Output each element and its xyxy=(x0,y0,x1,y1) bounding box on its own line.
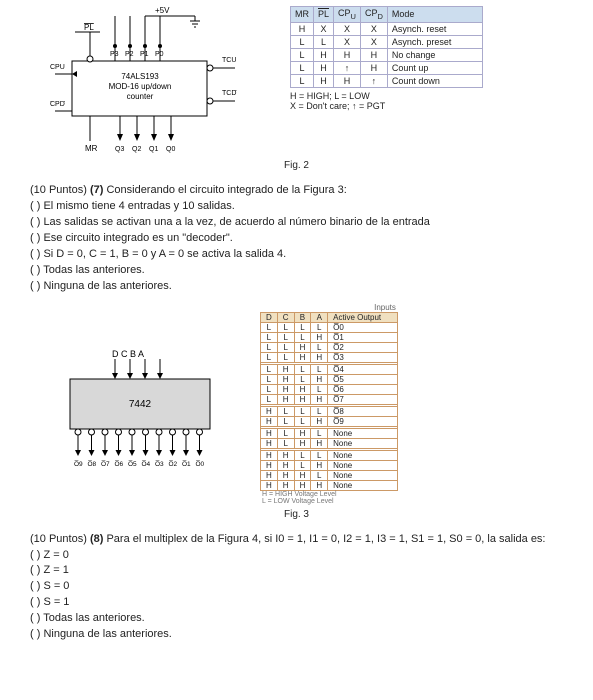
q8-opt-3: ( ) S = 1 xyxy=(30,595,563,611)
q8-opt-0: ( ) Z = 0 xyxy=(30,548,563,564)
svg-text:O̅6: O̅6 xyxy=(115,460,124,468)
fig3-truth-table-wrap: Inputs D C B A Active Output LLLLO̅0LLLH… xyxy=(260,303,510,505)
fig2-label: Fig. 2 xyxy=(30,160,563,171)
q8-num: (8) xyxy=(90,533,103,545)
q7-opt-0: ( ) El mismo tiene 4 entradas y 10 salid… xyxy=(30,199,563,215)
fig3-area: 7442 D C B A O̅9 O̅8 O̅7 O̅6 O̅5 O̅4 O̅3 O̅2 O̅1… xyxy=(30,303,563,505)
svg-text:O̅3: O̅3 xyxy=(155,460,164,468)
svg-text:O̅0: O̅0 xyxy=(196,460,205,468)
chip-text2: MOD-16 up/down xyxy=(109,82,172,91)
vcc-label: +5V xyxy=(155,6,170,15)
svg-text:CPD: CPD xyxy=(50,101,65,108)
chip-text1: 74ALS193 xyxy=(121,72,159,81)
svg-text:D C B A: D C B A xyxy=(112,349,144,359)
th-mr: MR xyxy=(291,7,314,23)
svg-text:MR: MR xyxy=(85,144,98,153)
svg-text:O̅4: O̅4 xyxy=(142,460,151,468)
svg-text:7442: 7442 xyxy=(129,399,152,410)
q7-opt-1: ( ) Las salidas se activan una a la vez,… xyxy=(30,215,563,231)
svg-text:CPU: CPU xyxy=(50,64,65,71)
fig3-inputs-header: Inputs xyxy=(260,303,510,312)
svg-text:P0: P0 xyxy=(155,51,164,58)
question-8: (10 Puntos) (8) Para el multiplex de la … xyxy=(30,532,563,644)
q7-opt-3: ( ) Si D = 0, C = 1, B = 0 y A = 0 se ac… xyxy=(30,247,563,263)
fig3-truth-table: D C B A Active Output LLLLO̅0LLLHO̅1LLHL… xyxy=(260,312,398,491)
fig2-mode-table: MR PL CPU CPD Mode HXXXAsynch. resetLLXX… xyxy=(290,6,483,88)
th-mode: Mode xyxy=(387,7,482,23)
q8-opt-1: ( ) Z = 1 xyxy=(30,563,563,579)
svg-text:O̅9: O̅9 xyxy=(74,460,83,468)
q8-points: (10 Puntos) xyxy=(30,533,87,545)
question-7: (10 Puntos) (7) Considerando el circuito… xyxy=(30,183,563,295)
th-cpu: CPU xyxy=(334,7,361,23)
svg-text:P1: P1 xyxy=(140,51,149,58)
q7-points: (10 Puntos) xyxy=(30,184,87,196)
fig2-area: 74ALS193 MOD-16 up/down counter +5V PL xyxy=(30,6,563,156)
svg-text:P2: P2 xyxy=(125,51,134,58)
q7-opt-4: ( ) Todas las anteriores. xyxy=(30,263,563,279)
fig2-circuit: 74ALS193 MOD-16 up/down counter +5V PL xyxy=(30,6,270,156)
svg-text:Q2: Q2 xyxy=(132,146,141,153)
pl-label: PL xyxy=(84,23,94,32)
q7-opt-2: ( ) Ese circuito integrado es un "decode… xyxy=(30,231,563,247)
svg-text:Q1: Q1 xyxy=(149,146,158,153)
svg-text:O̅5: O̅5 xyxy=(128,460,137,468)
svg-text:O̅1: O̅1 xyxy=(182,460,191,468)
svg-text:O̅8: O̅8 xyxy=(88,460,97,468)
q8-opt-2: ( ) S = 0 xyxy=(30,579,563,595)
svg-text:P3: P3 xyxy=(110,51,119,58)
q7-text: Considerando el circuito integrado de la… xyxy=(106,184,346,196)
svg-text:O̅2: O̅2 xyxy=(169,460,178,468)
fig3-fn2: L = LOW Voltage Level xyxy=(262,498,510,505)
q8-opt-4: ( ) Todas las anteriores. xyxy=(30,611,563,627)
fig2-mode-table-wrap: MR PL CPU CPD Mode HXXXAsynch. resetLLXX… xyxy=(290,6,520,156)
svg-text:Q3: Q3 xyxy=(115,146,124,153)
th-pl: PL xyxy=(314,7,334,23)
th-cpd: CPD xyxy=(360,7,387,23)
q7-num: (7) xyxy=(90,184,103,196)
svg-text:Q0: Q0 xyxy=(166,146,175,153)
fig3-fn1: H = HIGH Voltage Level xyxy=(262,491,510,498)
svg-text:O̅7: O̅7 xyxy=(101,460,110,468)
chip-text3: counter xyxy=(127,92,154,101)
svg-text:TCU: TCU xyxy=(222,57,236,64)
fig3-label: Fig. 3 xyxy=(30,509,563,520)
fig2-note1: H = HIGH; L = LOW xyxy=(290,91,520,101)
fig3-chip: 7442 D C B A O̅9 O̅8 O̅7 O̅6 O̅5 O̅4 O̅3 O̅2 O̅1… xyxy=(30,334,250,474)
q8-text: Para el multiplex de la Figura 4, si I0 … xyxy=(106,533,545,545)
fig2-note2: X = Don't care; ↑ = PGT xyxy=(290,101,520,111)
svg-text:TCD: TCD xyxy=(222,90,236,97)
q7-opt-5: ( ) Ninguna de las anteriores. xyxy=(30,279,563,295)
q8-opt-5: ( ) Ninguna de las anteriores. xyxy=(30,627,563,643)
